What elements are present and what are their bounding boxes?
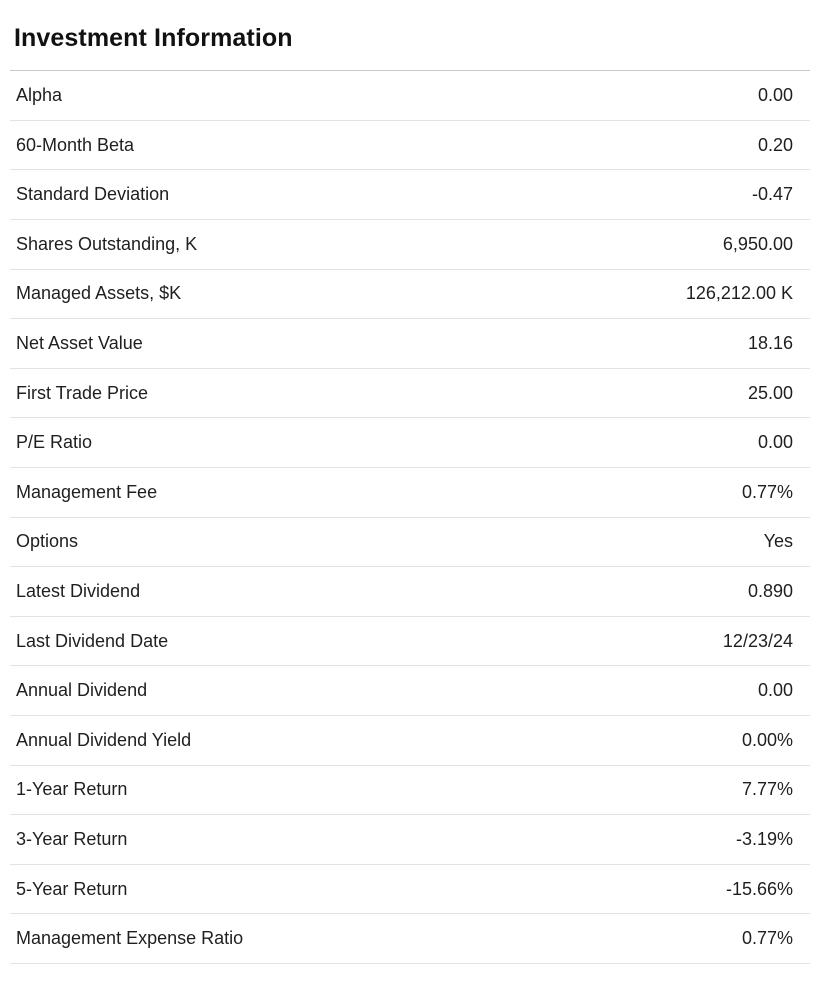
page-title: Investment Information (14, 24, 293, 52)
row-value: 12/23/24 (722, 630, 793, 651)
row-label: Latest Dividend (16, 580, 141, 601)
panel-header: Investment Information (10, 0, 810, 72)
table-row: P/E Ratio 0.00 (10, 418, 810, 468)
row-label: First Trade Price (16, 382, 149, 403)
row-value: 0.77% (741, 481, 793, 502)
table-row: 3-Year Return -3.19% (10, 815, 810, 865)
row-label: Net Asset Value (16, 333, 143, 354)
row-value: 0.00% (741, 729, 793, 750)
row-label: P/E Ratio (16, 432, 93, 453)
table-row: 1-Year Return 7.77% (10, 766, 810, 816)
row-label: 3-Year Return (16, 828, 128, 849)
row-value: 7.77% (741, 779, 793, 800)
row-value: Yes (763, 531, 793, 552)
table-row: Managed Assets, $K 126,212.00 K (10, 270, 810, 320)
row-label: 5-Year Return (16, 878, 128, 899)
table-row: 5-Year Return -15.66% (10, 865, 810, 915)
investment-table: Alpha 0.00 60-Month Beta 0.20 Standard D… (10, 71, 810, 964)
table-row: Management Expense Ratio 0.77% (10, 914, 810, 964)
row-value: 6,950.00 (722, 233, 793, 254)
row-value: -15.66% (725, 878, 793, 899)
table-row: 60-Month Beta 0.20 (10, 121, 810, 171)
row-value: 0.00 (757, 680, 793, 701)
row-label: 60-Month Beta (16, 134, 135, 155)
row-value: 25.00 (747, 382, 793, 403)
table-row: Latest Dividend 0.890 (10, 567, 810, 617)
table-row: Shares Outstanding, K 6,950.00 (10, 220, 810, 270)
row-label: Options (16, 531, 79, 552)
row-value: 18.16 (747, 333, 793, 354)
table-row: Standard Deviation -0.47 (10, 170, 810, 221)
table-row: Net Asset Value 18.16 (10, 319, 810, 369)
row-value: 0.77% (741, 928, 793, 949)
row-label: 1-Year Return (16, 779, 128, 800)
row-value: -3.19% (735, 828, 793, 849)
table-row: Annual Dividend 0.00 (10, 666, 810, 716)
row-label: Alpha (16, 85, 63, 106)
table-row: Last Dividend Date 12/23/24 (10, 617, 810, 667)
row-label: Annual Dividend (16, 680, 148, 701)
row-label: Shares Outstanding, K (16, 233, 198, 254)
row-value: 0.00 (757, 432, 793, 453)
row-value: -0.47 (751, 184, 793, 205)
table-row: First Trade Price 25.00 (10, 369, 810, 419)
row-label: Management Fee (16, 481, 158, 502)
table-row: Alpha 0.00 (10, 71, 810, 121)
table-row: Management Fee 0.77% (10, 468, 810, 518)
row-label: Annual Dividend Yield (16, 729, 192, 750)
row-value: 126,212.00 K (685, 283, 793, 304)
table-row: Annual Dividend Yield 0.00% (10, 716, 810, 766)
table-row: Options Yes (10, 518, 810, 568)
row-label: Standard Deviation (16, 184, 170, 205)
row-value: 0.00 (757, 85, 793, 106)
row-value: 0.890 (747, 580, 793, 601)
row-value: 0.20 (757, 134, 793, 155)
row-label: Managed Assets, $K (16, 283, 182, 304)
row-label: Management Expense Ratio (16, 928, 244, 949)
row-label: Last Dividend Date (16, 630, 169, 651)
